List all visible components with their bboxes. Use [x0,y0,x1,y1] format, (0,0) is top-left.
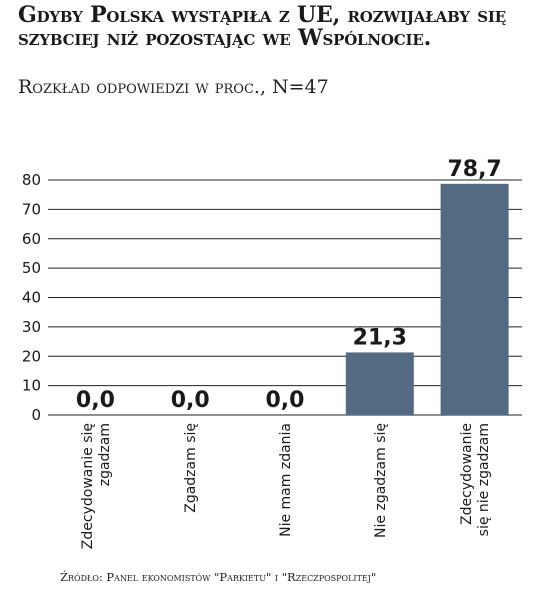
x-tick-label-line: Nie zgadzam się [373,423,389,538]
data-label: 78,7 [447,157,501,182]
x-tick-label-line: Zdecydowanie się [80,423,96,549]
x-tick-label-line: Zdecydowanie [459,423,475,525]
x-tick-label: Zdecydowanie się zgadzam [80,423,113,549]
x-tick-label-line: Zgadzam się [183,423,199,513]
y-axis-ticks: 0 10 20 30 40 50 60 70 80 [22,171,41,424]
data-label: 0,0 [171,388,210,413]
chart-title: Gdyby Polska wystąpiła z UE, rozwijałaby… [18,2,506,51]
bar [440,183,509,415]
data-label: 0,0 [266,388,305,413]
x-tick-label-line: zgadzam [97,423,113,486]
y-tick-label: 0 [31,406,41,424]
x-tick-label: Zgadzam się [183,423,199,513]
x-tick-label-line: się nie zgadzam [476,423,492,536]
value-labels: 0,0 0,0 0,0 21,3 78,7 [76,157,502,413]
data-label: 0,0 [76,388,115,413]
x-tick-label-line: Nie mam zdania [278,423,294,537]
x-tick-label: Nie mam zdania [278,423,294,537]
y-tick-label: 80 [22,171,41,189]
x-tick-label: Zdecydowanie się nie zgadzam [459,423,492,536]
data-label: 21,3 [353,325,407,350]
y-tick-label: 30 [22,318,41,336]
y-tick-label: 40 [22,289,41,307]
y-tick-label: 10 [22,377,41,395]
x-tick-label: Nie zgadzam się [373,423,389,538]
y-tick-label: 20 [22,347,41,365]
y-tick-label: 50 [22,259,41,277]
source-note: Źródło: Panel ekonomistów "Parkietu" i "… [60,570,377,584]
chart-subtitle: Rozkład odpowiedzi w proc., N=47 [18,76,329,98]
x-axis-labels: Zdecydowanie się zgadzam Zgadzam się Nie ma… [80,423,492,549]
bars [345,183,509,415]
bar [345,352,414,415]
y-tick-label: 60 [22,230,41,248]
y-tick-label: 70 [22,200,41,218]
